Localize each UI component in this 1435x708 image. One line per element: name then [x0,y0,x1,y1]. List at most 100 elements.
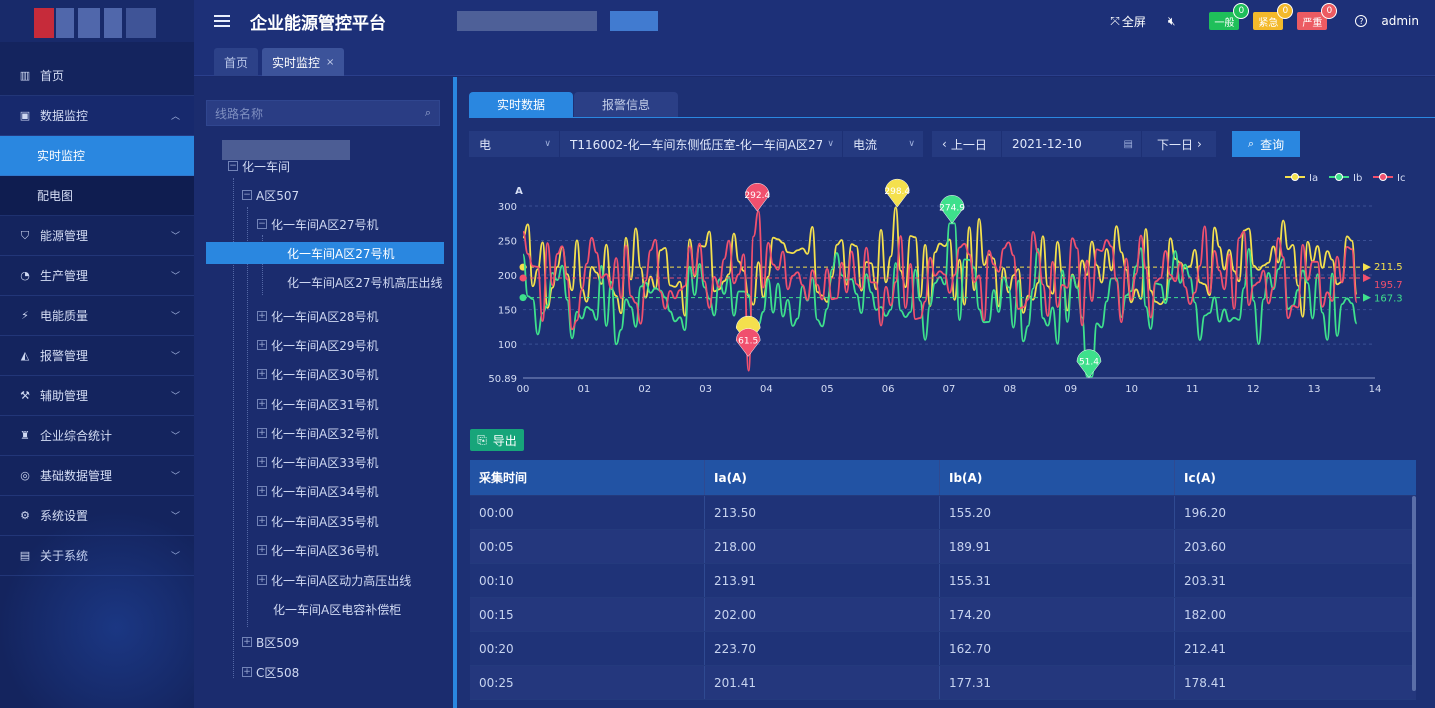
alarm-badge[interactable]: 一般 0 [1209,3,1250,30]
sidebar-item[interactable]: ♜ 企业综合统计 ﹀ [0,416,194,456]
y-tick-label: 100 [498,340,517,351]
tree-node[interactable]: + 化一车间A区35号机 [257,510,378,532]
chevron-right-icon: › [1197,137,1202,151]
tree-node[interactable]: + B区509 [242,631,299,653]
column-header[interactable]: Ic(A) [1184,470,1216,485]
expand-icon[interactable]: + [242,637,252,647]
tree-node[interactable]: 化一车间A区电容补偿柜 [273,598,401,620]
sidebar-item[interactable]: ⚡ 电能质量 ﹀ [0,296,194,336]
table-cell: 223.70 [705,632,940,665]
expand-icon[interactable]: + [257,399,267,409]
expand-icon[interactable]: + [242,667,252,677]
sidebar-subitem[interactable]: 实时监控 [0,136,194,176]
tree-node[interactable]: + 化一车间A区29号机 [257,334,378,356]
tree-node[interactable]: 化一车间A区27号机高压出线 [287,271,442,293]
param-select[interactable]: 电流 ∨ [843,131,924,157]
tree-node[interactable]: − 化一车间A区27号机 [257,213,378,235]
tree-node[interactable]: + 化一车间A区30号机 [257,363,378,385]
date-value: 2021-12-10 [1012,137,1082,151]
fullscreen-button[interactable]: ⤧ 全屏 [1110,13,1146,30]
search-icon[interactable]: ⌕ [424,106,431,119]
tree-node[interactable]: + 化一车间A区31号机 [257,393,378,415]
sidebar-item[interactable]: ▣ 数据监控 ︿ [0,96,194,136]
prev-day-button[interactable]: ‹ 上一日 [932,131,1002,157]
tree-node[interactable]: + 化一车间A区36号机 [257,539,378,561]
date-picker[interactable]: 2021-12-10 ▤ [1002,131,1142,157]
collapse-icon[interactable]: − [257,219,267,229]
x-tick-label: 05 [821,384,834,395]
column-header[interactable]: 采集时间 [470,460,705,495]
expand-icon[interactable]: + [257,311,267,321]
alarm-badge[interactable]: 紧急 0 [1253,3,1294,30]
alarm-badge[interactable]: 严重 0 [1297,3,1338,30]
collapse-icon[interactable]: − [242,190,252,200]
tree-node[interactable]: + C区508 [242,661,299,683]
energy-type-select[interactable]: 电 ∨ [469,131,560,157]
paperclip-icon: ⎘ [477,432,487,447]
sidebar-item[interactable]: ▤ 关于系统 ﹀ [0,536,194,576]
sidebar-item[interactable]: ◭ 报警管理 ﹀ [0,336,194,376]
tab-alarm-info[interactable]: 报警信息 [574,92,678,117]
line-search-input[interactable]: 线路名称 ⌕ [206,100,440,126]
expand-icon[interactable]: + [257,545,267,555]
chevron-down-icon: ﹀ [170,272,180,282]
sidebar-item[interactable]: ⚙ 系统设置 ﹀ [0,496,194,536]
panel-divider[interactable] [453,77,457,708]
series-line-ib [522,222,1358,378]
page-tab-home[interactable]: 首页 [214,48,259,76]
collapse-icon[interactable]: − [228,161,238,171]
table-row: 00:15 202.00 174.20 182.00 [470,598,1416,632]
column-header[interactable]: Ib(A) [940,460,1175,495]
average-arrow [1363,293,1371,302]
sidebar-item[interactable]: ⛉ 能源管理 ﹀ [0,216,194,256]
sidebar-item[interactable]: ◎ 基础数据管理 ﹀ [0,456,194,496]
marker-pin [939,195,965,224]
expand-icon[interactable]: + [257,428,267,438]
table-row: 00:20 223.70 162.70 212.41 [470,632,1416,666]
legend-label: Ia [1309,173,1318,184]
x-tick-label: 08 [1003,384,1016,395]
expand-icon[interactable]: + [257,340,267,350]
tree-node-label: 化一车间 [242,159,291,174]
tree-node[interactable]: − 化一车间 [228,155,290,177]
expand-icon[interactable]: + [257,369,267,379]
user-menu[interactable]: admin [1381,14,1419,28]
table-cell: 213.91 [705,564,940,597]
table-scrollbar[interactable] [1412,496,1416,691]
marker-label: 292.4 [744,191,770,201]
tree-node[interactable]: + 化一车间A区28号机 [257,305,378,327]
expand-icon[interactable]: + [257,457,267,467]
sidebar-item[interactable]: ⚒ 辅助管理 ﹀ [0,376,194,416]
tree-node[interactable]: + 化一车间A区动力高压出线 [257,569,411,591]
page-tab-realtime[interactable]: 实时监控 × [262,48,345,76]
expand-icon[interactable]: + [257,575,267,585]
x-tick-label: 00 [517,384,530,395]
line-select[interactable]: T116002-化一车间东侧低压室-化一车间A区27#机 ∨ [560,131,843,157]
sidebar-subitem[interactable]: 配电图 [0,176,194,216]
x-tick-label: 11 [1186,384,1199,395]
tree-node[interactable]: + 化一车间A区32号机 [257,422,378,444]
help-button[interactable]: ? [1355,15,1368,27]
mute-button[interactable]: 🔇︎ [1168,14,1176,29]
expand-icon[interactable]: + [257,486,267,496]
tab-realtime-data[interactable]: 实时数据 [469,92,573,117]
tree-node[interactable]: − A区507 [242,184,299,206]
series-line-ic [522,210,1358,372]
column-header[interactable]: Ia(A) [705,460,940,495]
tree-node[interactable]: + 化一车间A区33号机 [257,451,378,473]
tree-node[interactable]: + 化一车间A区34号机 [257,480,378,502]
close-icon[interactable]: × [326,56,335,68]
logo-blur [78,8,100,38]
sidebar-item[interactable]: ▥ 首页 [0,56,194,96]
next-day-button[interactable]: 下一日 › [1142,131,1217,157]
query-button[interactable]: ⌕ 查询 [1232,131,1300,157]
max-marker: 292.4 [744,182,770,212]
marker-label: 298.4 [884,187,910,197]
export-button[interactable]: ⎘ 导出 [470,429,524,451]
logo-mark [34,8,54,38]
sidebar-item[interactable]: ◔ 生产管理 ﹀ [0,256,194,296]
expand-icon[interactable]: + [257,516,267,526]
tree-node[interactable]: 化一车间A区27号机 [206,242,444,264]
menu-toggle-icon[interactable] [214,15,230,27]
home-icon: ▥ [19,69,31,82]
